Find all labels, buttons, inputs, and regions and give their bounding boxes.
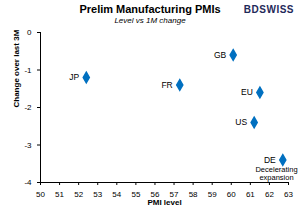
svg-text:60: 60 [227, 190, 236, 199]
svg-text:50: 50 [36, 190, 45, 199]
html-text:BDSWISS: BDSWISS [243, 4, 294, 15]
svg-text:Change over last 3M: Change over last 3M [12, 29, 21, 107]
svg-text:US: US [235, 117, 247, 127]
svg-text:GB: GB [214, 50, 227, 60]
svg-text:51: 51 [55, 190, 64, 199]
svg-text:0: 0 [27, 28, 32, 37]
svg-text:JP: JP [69, 72, 79, 82]
svg-text:58: 58 [189, 190, 198, 199]
svg-text:55: 55 [131, 190, 140, 199]
svg-text:52: 52 [74, 190, 83, 199]
svg-text:62: 62 [265, 190, 274, 199]
svg-text:PMI level: PMI level [147, 198, 181, 207]
svg-text:53: 53 [93, 190, 102, 199]
svg-text:-3: -3 [24, 141, 32, 150]
svg-text:54: 54 [112, 190, 121, 199]
svg-text:57: 57 [169, 190, 179, 200]
svg-text:-1: -1 [24, 66, 32, 75]
svg-text:-4: -4 [24, 178, 32, 187]
svg-text:Deceleratingexpansion: Deceleratingexpansion [255, 165, 297, 182]
svg-text:56: 56 [150, 190, 160, 200]
svg-text:-2: -2 [24, 103, 32, 112]
svg-text:DE: DE [264, 155, 276, 165]
svg-text:EU: EU [241, 87, 253, 97]
svg-text:63: 63 [284, 190, 293, 199]
html-text:Level vs 1M change: Level vs 1M change [114, 16, 186, 25]
html-text:Prelim Manufacturing PMIs: Prelim Manufacturing PMIs [79, 3, 221, 15]
svg-text:59: 59 [208, 190, 217, 199]
svg-text:FR: FR [161, 80, 172, 90]
svg-text:61: 61 [246, 190, 255, 199]
